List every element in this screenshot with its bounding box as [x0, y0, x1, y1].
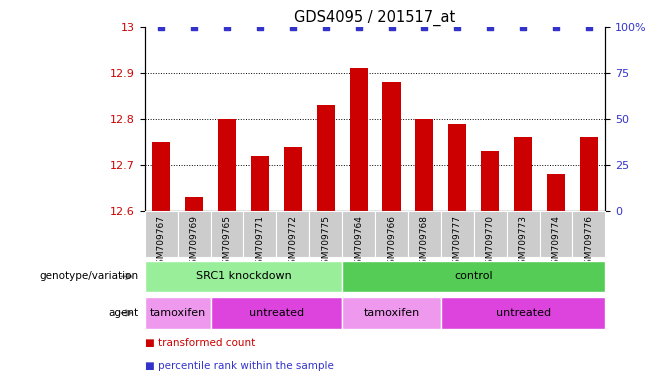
- Text: GSM709764: GSM709764: [354, 215, 363, 270]
- Bar: [251, 156, 269, 211]
- Text: SRC1 knockdown: SRC1 knockdown: [195, 271, 291, 281]
- Bar: [507, 211, 540, 257]
- Text: GSM709765: GSM709765: [222, 215, 232, 270]
- Bar: [441, 211, 474, 257]
- Bar: [580, 137, 598, 211]
- Bar: [178, 211, 211, 257]
- Text: GSM709769: GSM709769: [190, 215, 199, 270]
- Point: [485, 24, 495, 30]
- Text: tamoxifen: tamoxifen: [363, 308, 420, 318]
- Point: [222, 24, 232, 30]
- Text: GSM709767: GSM709767: [157, 215, 166, 270]
- Bar: [211, 298, 342, 329]
- Bar: [342, 261, 605, 292]
- Bar: [514, 137, 532, 211]
- Text: untreated: untreated: [495, 308, 551, 318]
- Text: GSM709773: GSM709773: [519, 215, 528, 270]
- Bar: [342, 298, 441, 329]
- Bar: [145, 211, 178, 257]
- Bar: [276, 211, 309, 257]
- Point: [156, 24, 166, 30]
- Bar: [145, 261, 342, 292]
- Bar: [309, 211, 342, 257]
- Point: [584, 24, 594, 30]
- Text: untreated: untreated: [249, 308, 304, 318]
- Point: [320, 24, 331, 30]
- Bar: [342, 211, 375, 257]
- Point: [419, 24, 430, 30]
- Text: GSM709774: GSM709774: [551, 215, 561, 270]
- Text: GSM709766: GSM709766: [387, 215, 396, 270]
- Bar: [284, 147, 302, 211]
- Point: [452, 24, 463, 30]
- Text: agent: agent: [108, 308, 138, 318]
- Title: GDS4095 / 201517_at: GDS4095 / 201517_at: [294, 9, 456, 25]
- Point: [386, 24, 397, 30]
- Bar: [382, 82, 401, 211]
- Point: [551, 24, 561, 30]
- Bar: [441, 298, 605, 329]
- Bar: [218, 119, 236, 211]
- Bar: [481, 151, 499, 211]
- Text: ■ percentile rank within the sample: ■ percentile rank within the sample: [145, 361, 334, 371]
- Bar: [349, 68, 368, 211]
- Point: [255, 24, 265, 30]
- Text: GSM709776: GSM709776: [584, 215, 594, 270]
- Bar: [540, 211, 572, 257]
- Point: [288, 24, 298, 30]
- Bar: [316, 105, 335, 211]
- Bar: [185, 197, 203, 211]
- Text: GSM709775: GSM709775: [321, 215, 330, 270]
- Text: GSM709771: GSM709771: [255, 215, 265, 270]
- Bar: [243, 211, 276, 257]
- Text: control: control: [455, 271, 493, 281]
- Bar: [211, 211, 243, 257]
- Text: GSM709768: GSM709768: [420, 215, 429, 270]
- Bar: [408, 211, 441, 257]
- Bar: [145, 298, 211, 329]
- Bar: [572, 211, 605, 257]
- Text: tamoxifen: tamoxifen: [149, 308, 206, 318]
- Bar: [547, 174, 565, 211]
- Bar: [415, 119, 434, 211]
- Bar: [474, 211, 507, 257]
- Point: [518, 24, 528, 30]
- Point: [189, 24, 199, 30]
- Text: genotype/variation: genotype/variation: [39, 271, 138, 281]
- Bar: [448, 124, 467, 211]
- Bar: [152, 142, 170, 211]
- Text: GSM709772: GSM709772: [288, 215, 297, 270]
- Text: GSM709777: GSM709777: [453, 215, 462, 270]
- Point: [353, 24, 364, 30]
- Text: ■ transformed count: ■ transformed count: [145, 338, 255, 348]
- Bar: [375, 211, 408, 257]
- Text: GSM709770: GSM709770: [486, 215, 495, 270]
